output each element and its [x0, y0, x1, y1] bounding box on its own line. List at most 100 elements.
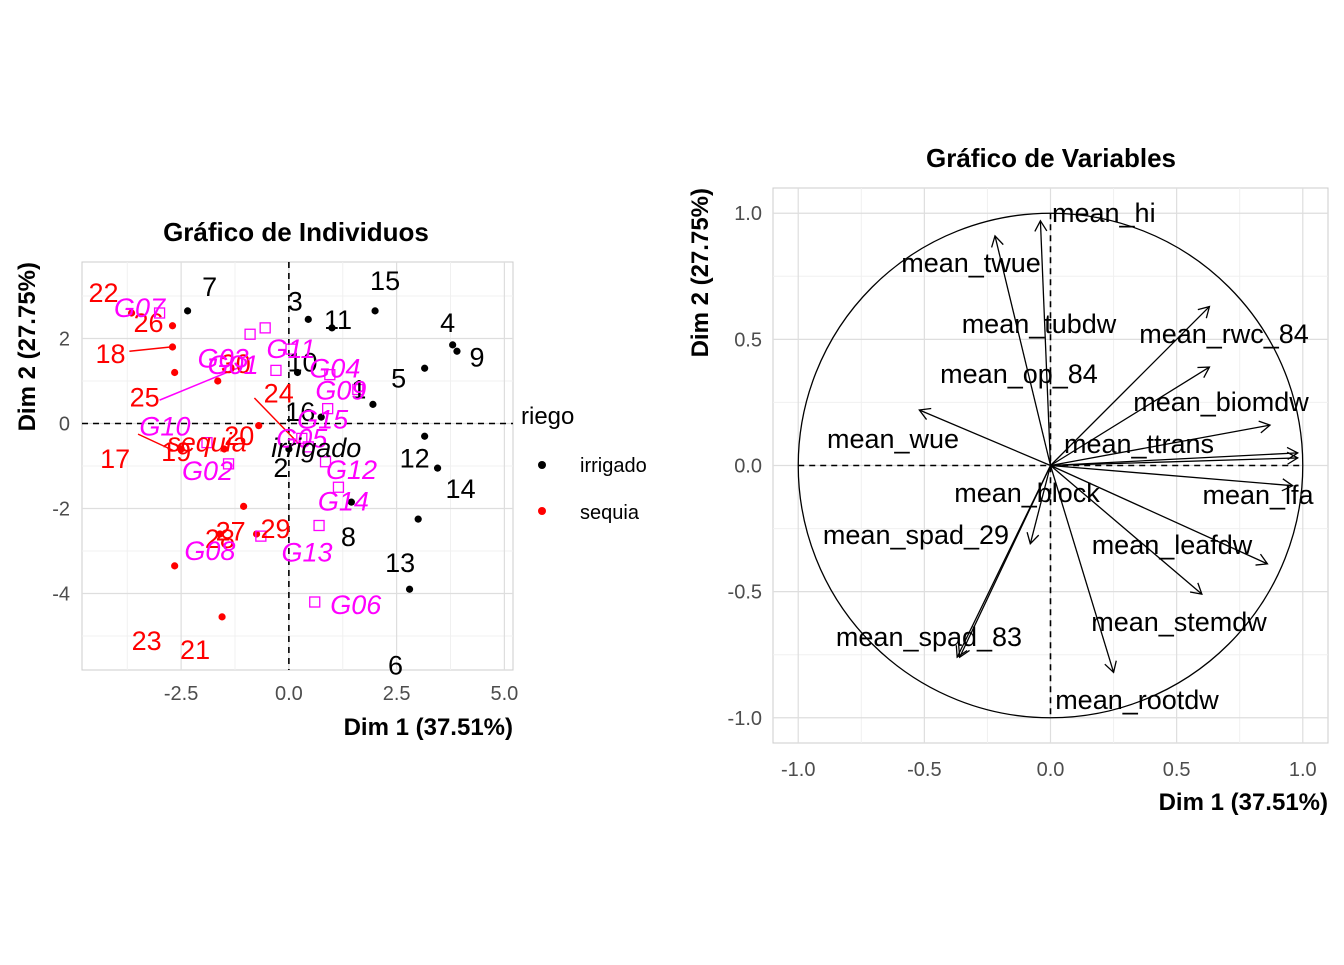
- category-label-g01: G01: [208, 350, 259, 380]
- point-irrigado-6: [405, 585, 414, 593]
- category-marker-g02: [222, 458, 235, 470]
- point-irrigado-15: [371, 307, 379, 315]
- label-segment: [129, 346, 171, 352]
- variable-label-mean-stemdw: mean_stemdw: [1091, 607, 1267, 637]
- point-label-13: 13: [385, 548, 415, 578]
- category-marker-sequia: [201, 436, 213, 449]
- point-sequia-20: [220, 445, 228, 453]
- point-label-10: 10: [287, 348, 317, 378]
- point-sequia-26: [168, 322, 177, 330]
- point-label-14: 14: [446, 474, 476, 504]
- category-label-g03: G03: [198, 343, 249, 373]
- point-sequia-18: [168, 343, 177, 351]
- point-label-25: 25: [130, 383, 160, 413]
- point-sequia-23: [171, 562, 179, 570]
- individuals-ticks: -2.5 0.0 2.5 5.0 -4 -2 0 2: [52, 329, 518, 706]
- individuals-title: Gráfico de Individuos: [163, 217, 429, 247]
- point-label-21: 21: [180, 635, 210, 665]
- category-marker-g10: [270, 364, 282, 377]
- arrow-mean-hi: [1034, 219, 1052, 466]
- point-sequia-21: [218, 613, 226, 621]
- arrow-mean-spad-83: [958, 465, 1052, 659]
- point-label-30: 30: [221, 349, 251, 379]
- point-label-27: 27: [216, 516, 246, 546]
- point-label-17: 17: [100, 444, 130, 474]
- point-irrigado-16: [317, 413, 325, 421]
- arrow-mean-twue: [990, 234, 1052, 466]
- variables-x-axis-title: Dim 1 (37.51%): [1159, 789, 1328, 816]
- category-label-g09: G09: [315, 376, 366, 406]
- point-label-1: 1: [351, 374, 366, 404]
- variable-label-mean-spad-29: mean_spad_29: [823, 520, 1009, 550]
- point-irrigado-9: [453, 347, 461, 355]
- x-tick-label: -0.5: [907, 759, 941, 781]
- category-label-g05: G05: [276, 423, 328, 453]
- variable-label-mean-rwc-84: mean_rwc_84: [1139, 319, 1309, 349]
- point-label-11: 11: [324, 305, 352, 335]
- category-label-g07: G07: [114, 293, 166, 323]
- variable-label-mean-spad-83: mean_spad_83: [836, 622, 1022, 652]
- y-tick-label: 0.5: [734, 329, 762, 351]
- x-tick-label: 0.0: [275, 683, 303, 705]
- individuals-points: [127, 307, 461, 621]
- label-segment: [159, 367, 238, 401]
- point-irrigado-12: [421, 432, 429, 440]
- point-label-18: 18: [95, 339, 125, 369]
- point-irrigado-5: [421, 364, 429, 372]
- individuals-x-axis-title: Dim 1 (37.51%): [344, 714, 513, 741]
- label-segment: [137, 433, 175, 452]
- arrow-mean-biomdw: [1050, 446, 1300, 467]
- legend-title: riego: [521, 403, 574, 430]
- category-label-g13: G13: [282, 538, 333, 568]
- arrow-mean-op-84: [1050, 420, 1272, 467]
- x-tick-label: -2.5: [164, 683, 198, 705]
- variable-label-mean-lfa: mean_lfa: [1202, 480, 1314, 510]
- point-label-15: 15: [370, 266, 400, 296]
- point-label-8: 8: [341, 522, 356, 552]
- variable-label-mean-wue: mean_wue: [827, 424, 959, 454]
- point-irrigado-2: [285, 445, 293, 453]
- legend-key-irrigado: [538, 461, 546, 469]
- point-sequia-24: [255, 422, 263, 430]
- point-label-4: 4: [440, 308, 455, 338]
- point-label-12: 12: [400, 443, 430, 473]
- x-tick-label: 5.0: [490, 683, 518, 705]
- point-label-22: 22: [89, 278, 119, 308]
- category-label-g15: G15: [297, 405, 349, 435]
- category-marker-g03: [244, 328, 256, 340]
- arrow-mean-lfa: [1050, 464, 1294, 492]
- point-irrigado-7: [183, 307, 192, 315]
- category-label-sequia: sequia: [167, 428, 247, 458]
- category-marker-g06: [309, 596, 321, 608]
- category-marker-g12: [319, 456, 332, 468]
- individuals-labels: 1234567891011121314151617181920212223242…: [89, 266, 485, 680]
- arrow-mean-block: [1026, 465, 1052, 545]
- y-tick-label: 1.0: [734, 203, 762, 225]
- variable-labels: mean_hi mean_twue mean_tubdw mean_rwc_84mea…: [823, 198, 1315, 715]
- correlation-circle: [797, 212, 1304, 719]
- variable-label-mean-block: mean_block: [954, 478, 1100, 508]
- individuals-grid: [82, 262, 513, 670]
- point-irrigado-14: [433, 464, 442, 472]
- point-sequia-27: [240, 502, 248, 510]
- category-marker-g14: [332, 481, 345, 493]
- point-sequia-19: [177, 445, 185, 453]
- category-label-g06: G06: [330, 590, 382, 620]
- category-label-g11: G11: [267, 334, 316, 364]
- x-tick-label: 0.5: [1163, 759, 1191, 781]
- arrow-mean-rwc-84: [1050, 366, 1211, 467]
- point-label-3: 3: [288, 286, 303, 316]
- point-label-26: 26: [133, 308, 163, 338]
- x-tick-label: 2.5: [383, 683, 411, 705]
- variable-label-mean-tubdw: mean_tubdw: [962, 309, 1117, 339]
- y-tick-label: -1.0: [728, 708, 762, 730]
- variable-label-mean-twue: mean_twue: [901, 248, 1041, 278]
- variable-label-mean-leafdw: mean_leafdw: [1092, 530, 1253, 560]
- variable-arrows: [918, 219, 1300, 674]
- point-label-9: 9: [469, 342, 484, 372]
- point-irrigado-13: [414, 515, 422, 523]
- y-tick-label: 0.0: [734, 456, 762, 478]
- variable-label-mean-op-84: mean_op_84: [940, 359, 1098, 389]
- category-marker-g09: [352, 383, 364, 396]
